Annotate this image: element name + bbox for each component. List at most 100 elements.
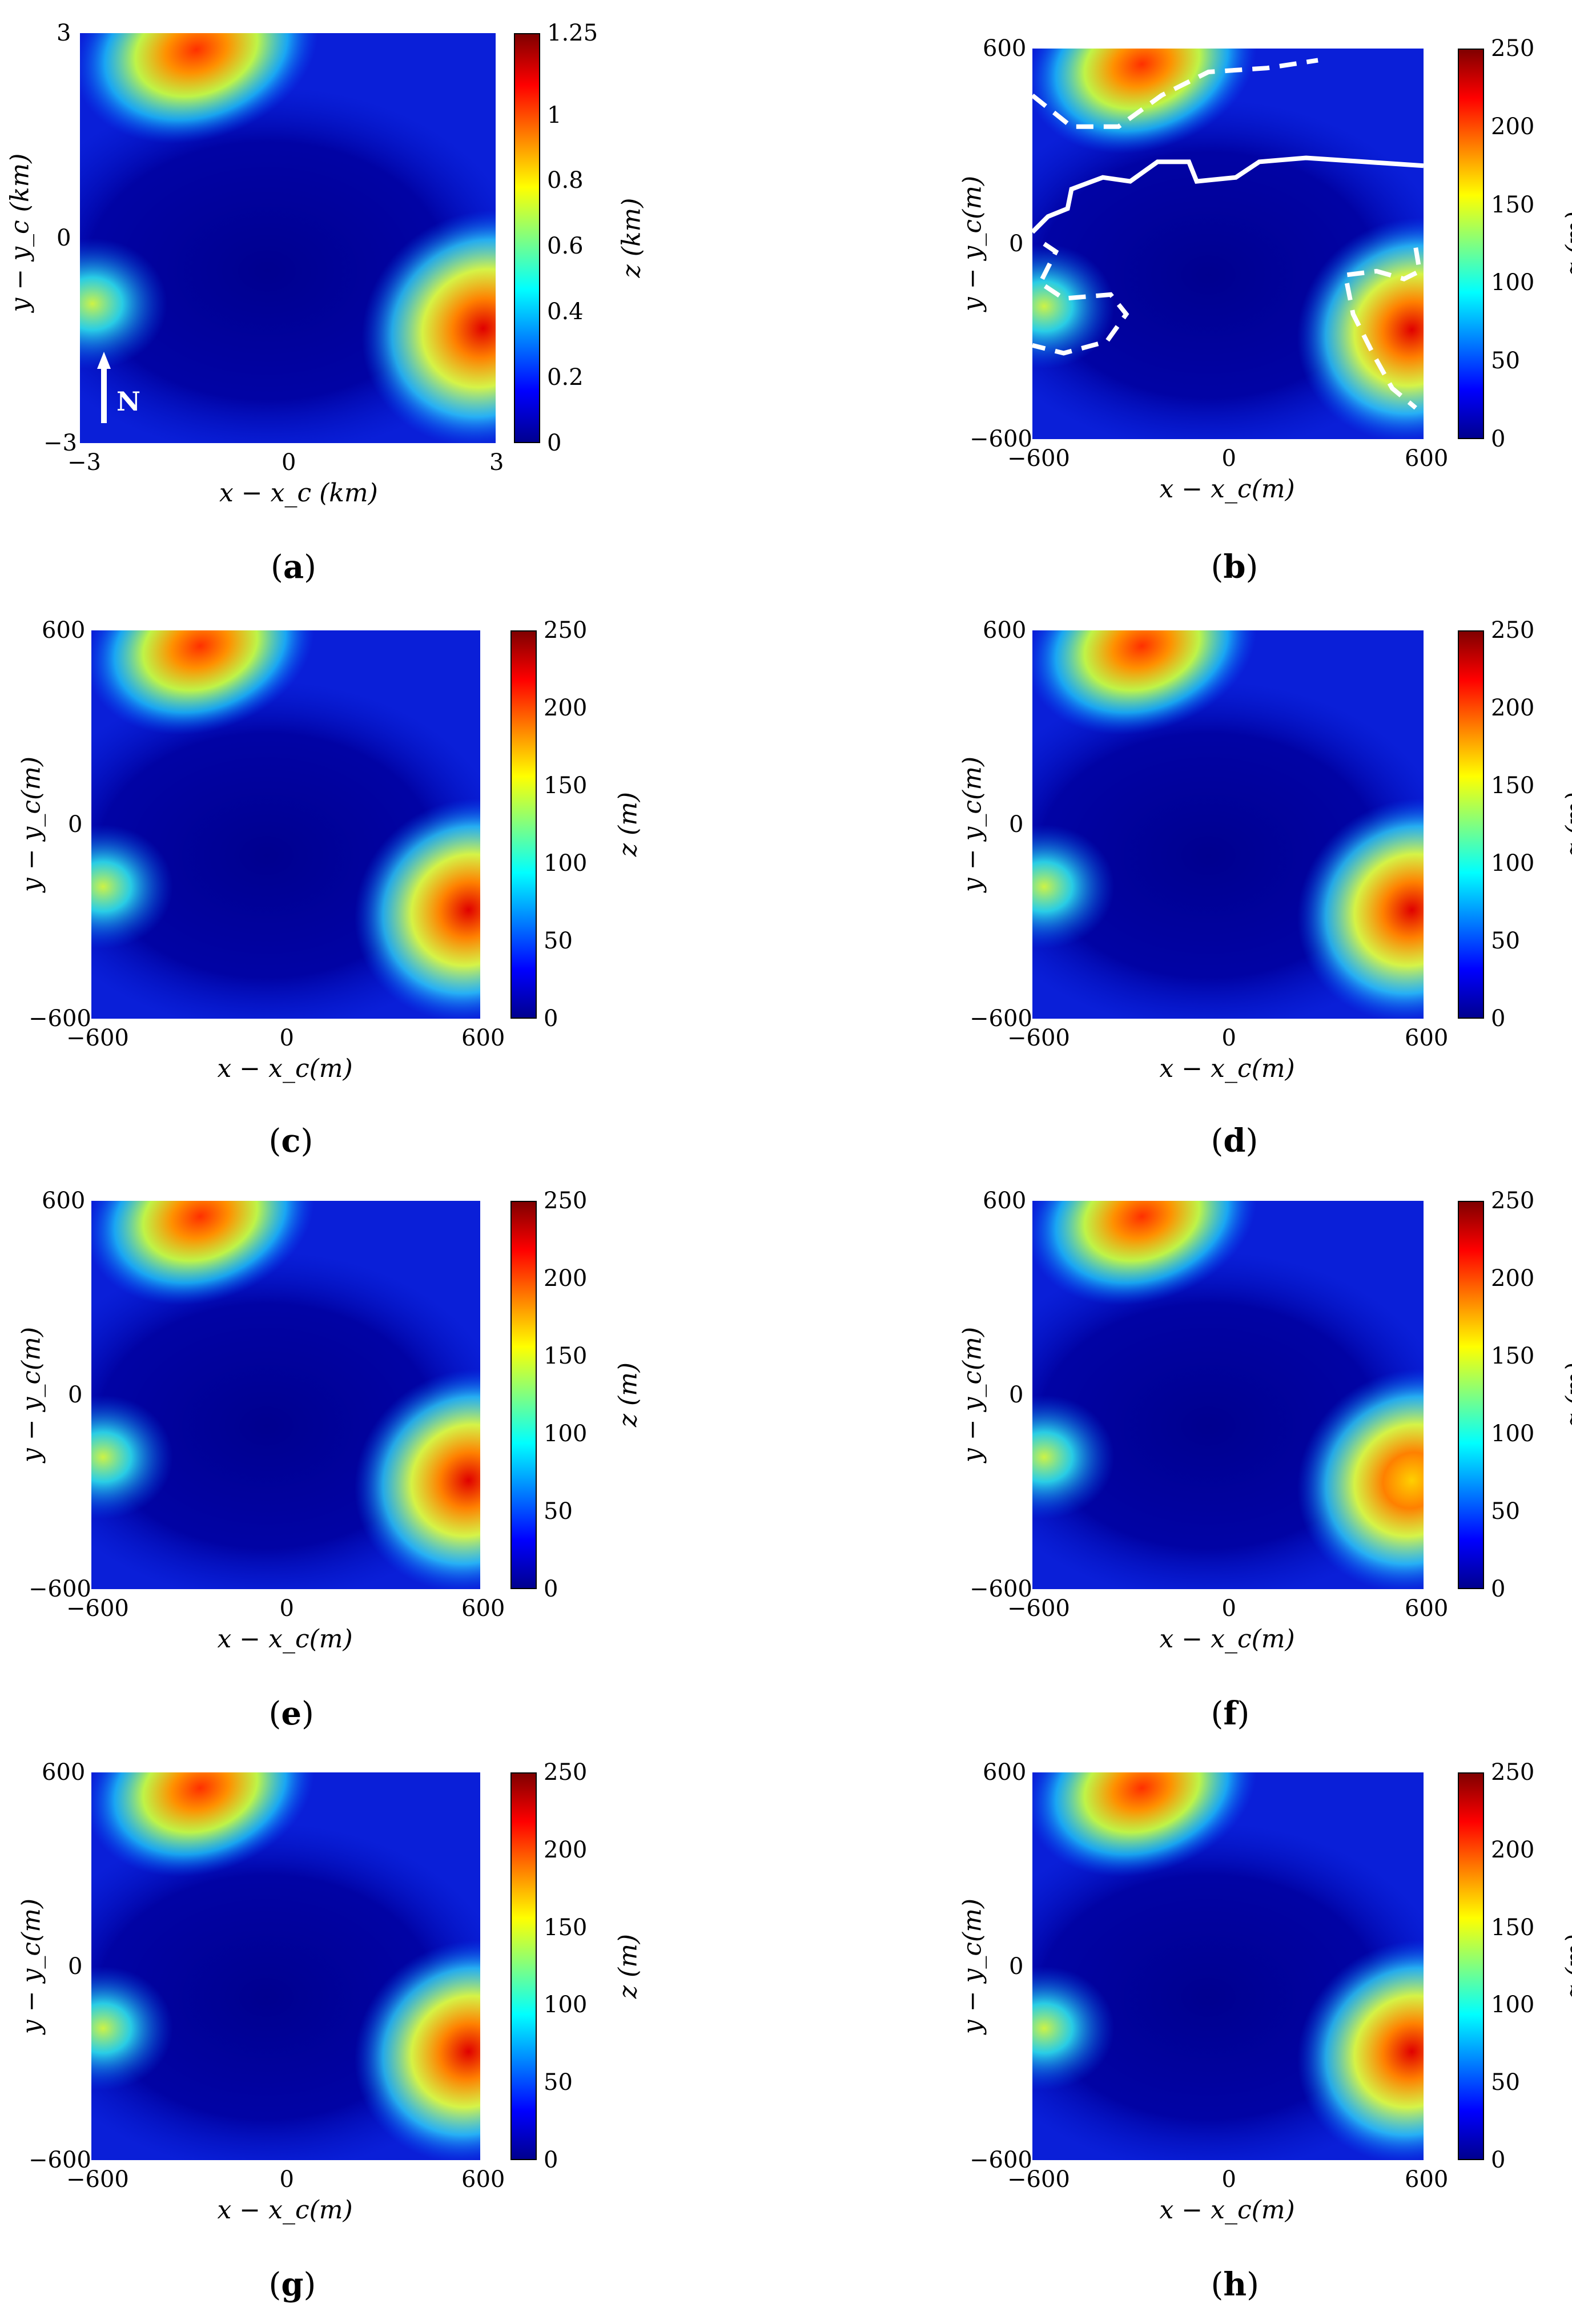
colorbar	[510, 1772, 537, 2160]
colorbar-tick-label: 250	[1491, 1759, 1535, 1786]
colorbar-tick-label: 100	[544, 1421, 588, 1447]
y-axis-label: y − y_c(m)	[958, 756, 987, 892]
colorbar-tick-label: 100	[544, 1992, 588, 2019]
x-tick-label: −600	[1007, 2166, 1070, 2193]
colorbar-tick-label: 200	[544, 695, 588, 721]
x-tick-label: 600	[461, 1595, 505, 1622]
x-tick-label: −600	[66, 2166, 129, 2193]
x-tick-label: −600	[1007, 1595, 1070, 1622]
contour-dashed-east	[1342, 247, 1422, 410]
y-tick-label: 600	[42, 617, 86, 644]
x-tick-label: 600	[1405, 445, 1449, 472]
y-tick-label: 0	[1009, 1953, 1024, 1980]
east-peak	[354, 798, 480, 1019]
x-axis-label: x − x_c(m)	[217, 2196, 353, 2225]
y-tick-label: −600	[970, 1006, 1032, 1032]
heatmap-svg	[91, 1772, 480, 2160]
x-tick-label: 0	[282, 449, 296, 476]
colorbar-tick-label: 250	[1491, 35, 1535, 62]
north-arrow: N	[97, 352, 154, 428]
colorbar-tick-label: 0	[544, 1576, 558, 1602]
heatmap-plot	[1032, 49, 1424, 439]
y-axis-label: y − y_c(m)	[17, 1898, 46, 2034]
y-tick-label: 600	[983, 1759, 1027, 1786]
colorbar-tick-label: 150	[544, 773, 588, 799]
x-tick-label: −3	[67, 449, 101, 476]
north-ridge	[1032, 1201, 1257, 1306]
north-label: N	[116, 386, 141, 417]
colorbar-tick-label: 150	[1491, 773, 1535, 799]
y-axis-label: y − y_c(m)	[958, 1326, 987, 1463]
arrow-head	[97, 352, 111, 369]
y-tick-label: −3	[43, 430, 77, 456]
west-lobe	[80, 238, 167, 369]
west-lobe	[1032, 1966, 1115, 2090]
colorbar-tick-label: 200	[1491, 1265, 1535, 1292]
x-tick-label: 3	[489, 449, 504, 476]
colorbar-tick-label: 250	[544, 617, 588, 644]
heatmap-plot	[91, 630, 480, 1019]
north-ridge	[80, 33, 319, 144]
colorbar-tick-label: 150	[1491, 1343, 1535, 1369]
heatmap-plot	[91, 1772, 480, 2160]
x-tick-label: 0	[1221, 445, 1236, 472]
colorbar-tick-label: 250	[1491, 1188, 1535, 1214]
panel-letter: e	[281, 1695, 301, 1732]
colorbar-tick-label: 0	[544, 1006, 558, 1032]
colorbar-tick-label: 0	[1491, 1006, 1506, 1032]
heatmap-svg	[1032, 1201, 1424, 1589]
panel-caption: (d)	[1211, 1122, 1259, 1160]
x-tick-label: 600	[1405, 1595, 1449, 1622]
colorbar-tick-label: 50	[1491, 2069, 1520, 2096]
west-lobe	[91, 825, 173, 949]
y-axis-label: y − y_c(m)	[958, 175, 987, 312]
contour-solid	[1032, 155, 1424, 234]
north-ridge	[1032, 630, 1257, 735]
panel-caption: (c)	[268, 1122, 313, 1160]
contour-dashed-north	[1032, 58, 1318, 129]
colorbar-tick-label: 0.4	[547, 299, 584, 325]
colorbar-tick-label: 1.25	[547, 20, 598, 46]
panel-caption: (h)	[1211, 2266, 1259, 2303]
y-axis-label: y − y_c(m)	[958, 1898, 987, 2034]
y-tick-label: 600	[983, 35, 1027, 62]
colorbar	[1458, 630, 1484, 1019]
y-tick-label: −600	[970, 2147, 1032, 2173]
colorbar-tick-label: 100	[1491, 270, 1535, 296]
x-tick-label: 0	[279, 2166, 294, 2193]
east-peak	[354, 1940, 480, 2160]
colorbar-tick-label: 50	[544, 2069, 573, 2096]
east-peak	[354, 1369, 480, 1589]
west-lobe	[1032, 244, 1115, 369]
x-tick-label: −600	[1007, 1025, 1070, 1051]
x-tick-label: 600	[461, 2166, 505, 2193]
colorbar-tick-label: 0	[547, 430, 562, 456]
y-tick-label: 600	[983, 1188, 1027, 1214]
north-ridge	[91, 1201, 315, 1305]
east-peak	[1297, 1940, 1424, 2160]
colorbar-tick-label: 100	[1491, 1421, 1535, 1447]
colorbar-tick-label: 250	[544, 1759, 588, 1786]
colorbar-tick-label: 100	[1491, 850, 1535, 876]
y-tick-label: −600	[29, 1006, 91, 1032]
y-tick-label: 0	[57, 225, 71, 251]
colorbar-tick-label: 150	[1491, 1914, 1535, 1941]
north-arrow-icon	[97, 352, 111, 423]
y-tick-label: 0	[68, 1953, 83, 1980]
north-ridge	[91, 1772, 315, 1877]
y-axis-label: y − y_c (km)	[5, 153, 35, 312]
heatmap-svg	[91, 630, 480, 1019]
y-axis-label: y − y_c(m)	[17, 756, 46, 892]
colorbar-tick-label: 150	[544, 1914, 588, 1941]
x-tick-label: 600	[1405, 2166, 1449, 2193]
heatmap-svg	[1032, 49, 1424, 439]
colorbar-tick-label: 0	[1491, 1576, 1506, 1602]
y-tick-label: 3	[57, 20, 71, 46]
east-peak	[361, 210, 496, 443]
heatmap-svg	[1032, 630, 1424, 1019]
colorbar-tick-label: 0.8	[547, 167, 584, 194]
colorbar-tick-label: 100	[544, 850, 588, 876]
colorbar-tick-label: 50	[544, 928, 573, 954]
heatmap-svg	[80, 33, 496, 443]
colorbar-label: z (m)	[613, 791, 643, 857]
